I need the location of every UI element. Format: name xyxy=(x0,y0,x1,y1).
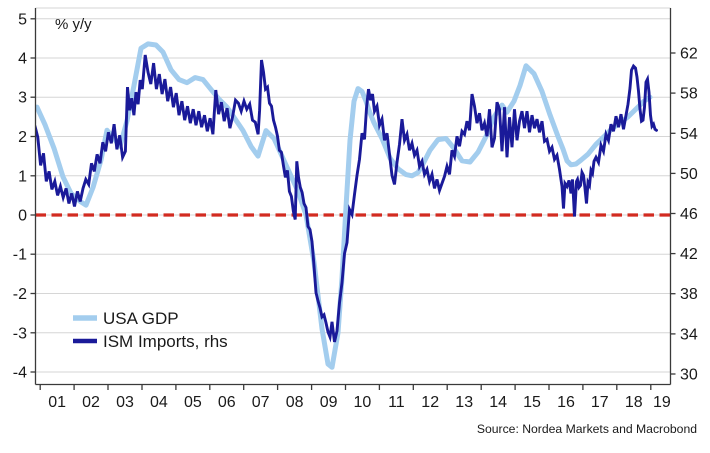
svg-text:19: 19 xyxy=(653,394,671,411)
svg-text:01: 01 xyxy=(48,394,66,411)
svg-text:Source: Nordea Markets and Mac: Source: Nordea Markets and Macrobond xyxy=(477,422,697,436)
svg-text:-4: -4 xyxy=(13,365,27,382)
svg-text:14: 14 xyxy=(489,394,507,411)
svg-text:0: 0 xyxy=(18,208,27,225)
svg-text:18: 18 xyxy=(625,394,643,411)
svg-text:54: 54 xyxy=(680,126,698,143)
svg-text:34: 34 xyxy=(680,326,698,343)
svg-text:08: 08 xyxy=(286,394,304,411)
svg-text:11: 11 xyxy=(388,394,405,411)
svg-text:USA GDP: USA GDP xyxy=(103,309,179,328)
svg-text:05: 05 xyxy=(184,394,202,411)
svg-text:-1: -1 xyxy=(13,247,27,264)
svg-text:02: 02 xyxy=(82,394,100,411)
svg-text:38: 38 xyxy=(680,286,698,303)
svg-text:ISM Imports, rhs: ISM Imports, rhs xyxy=(103,332,228,351)
svg-text:% y/y: % y/y xyxy=(55,16,92,33)
svg-text:62: 62 xyxy=(680,46,698,63)
svg-text:4: 4 xyxy=(18,51,27,68)
svg-text:12: 12 xyxy=(421,394,439,411)
svg-text:46: 46 xyxy=(680,206,698,223)
svg-text:5: 5 xyxy=(18,11,27,28)
svg-text:1: 1 xyxy=(18,168,27,185)
svg-text:03: 03 xyxy=(116,394,134,411)
svg-text:3: 3 xyxy=(18,90,27,107)
svg-text:17: 17 xyxy=(591,394,609,411)
svg-text:13: 13 xyxy=(455,394,473,411)
svg-text:42: 42 xyxy=(680,246,698,263)
svg-text:16: 16 xyxy=(557,394,575,411)
svg-text:50: 50 xyxy=(680,166,698,183)
svg-text:07: 07 xyxy=(252,394,270,411)
svg-text:2: 2 xyxy=(18,129,27,146)
svg-text:58: 58 xyxy=(680,86,698,103)
svg-text:15: 15 xyxy=(523,394,541,411)
svg-text:-2: -2 xyxy=(13,286,27,303)
svg-text:-3: -3 xyxy=(13,325,27,342)
svg-text:10: 10 xyxy=(354,394,372,411)
svg-text:30: 30 xyxy=(680,367,698,384)
svg-text:06: 06 xyxy=(218,394,236,411)
svg-text:04: 04 xyxy=(150,394,168,411)
svg-text:09: 09 xyxy=(320,394,338,411)
